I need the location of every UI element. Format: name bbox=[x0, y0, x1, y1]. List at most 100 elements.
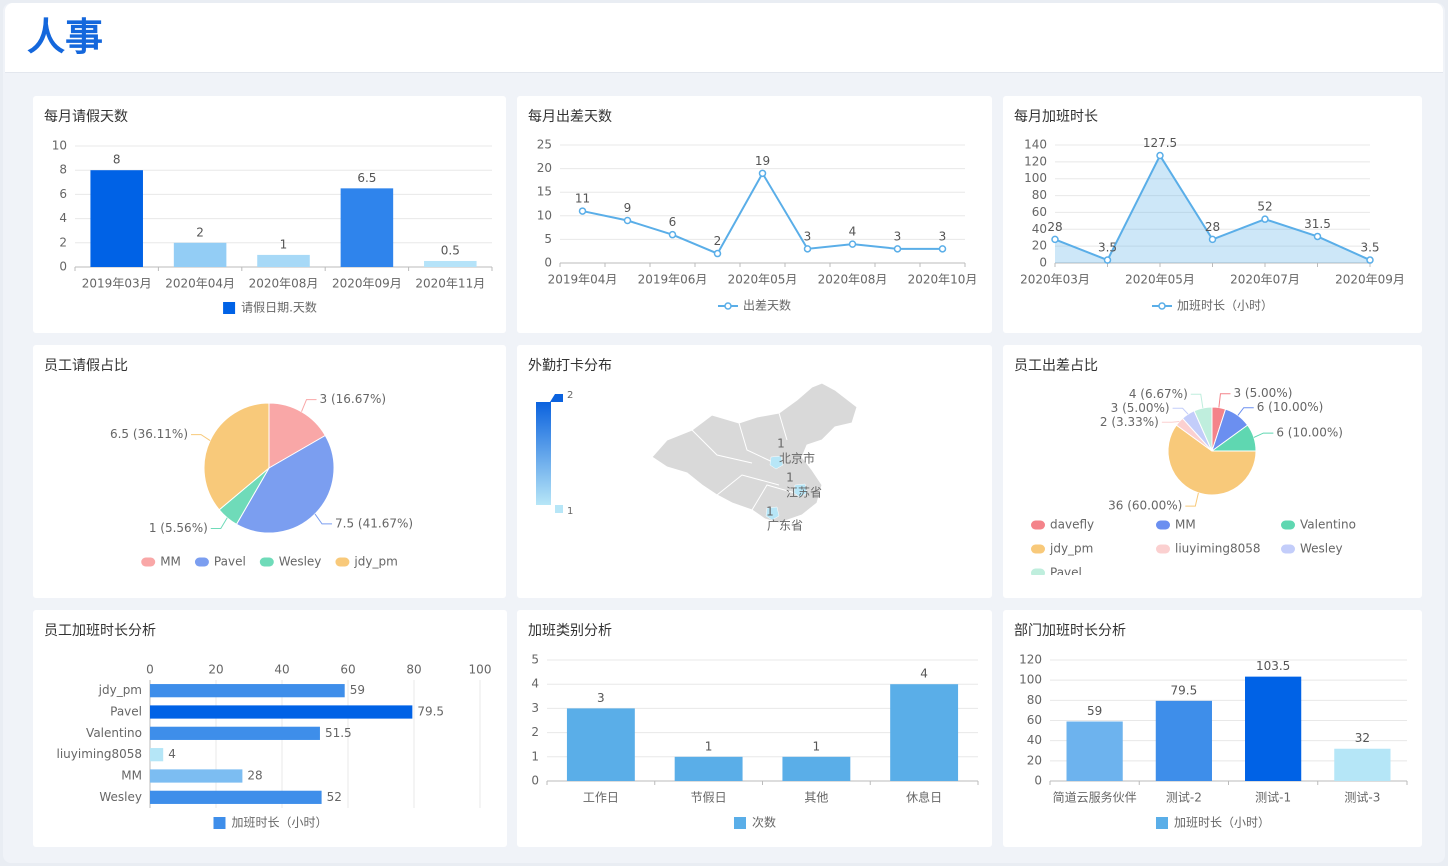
chart: 加班类别分析 0 1 2 3 4 5 工作日 节假日 其他 休息日 3 1 1 4 次数 bbox=[528, 623, 979, 830]
header: 人事 bbox=[5, 3, 1443, 73]
legend-swatch bbox=[1158, 302, 1166, 310]
leader-line bbox=[314, 513, 333, 525]
y-tick-label: 5 bbox=[531, 653, 539, 667]
map-region bbox=[769, 455, 784, 470]
leader-line bbox=[1253, 432, 1274, 438]
bar bbox=[340, 188, 394, 267]
data-label: 79.5 bbox=[1171, 683, 1198, 697]
data-label: 19 bbox=[755, 154, 770, 168]
y-tick-label: MM bbox=[121, 769, 142, 783]
data-label: 4 bbox=[849, 225, 857, 239]
data-label: 3 bbox=[597, 691, 605, 705]
data-label: 4 bbox=[168, 747, 176, 761]
bar bbox=[566, 708, 635, 781]
y-tick-label: 25 bbox=[537, 138, 552, 152]
point bbox=[1051, 235, 1059, 244]
data-label: 2 bbox=[196, 225, 204, 239]
x-tick-label: 60 bbox=[340, 663, 355, 677]
panel: 员工请假占比 3 (16.67%) 7.5 (41.67%) 1 (5.56%) 6.5… bbox=[33, 345, 506, 598]
data-label: 52 bbox=[327, 790, 342, 804]
y-tick-label: 20 bbox=[1032, 239, 1047, 253]
legend-label: Wesley bbox=[279, 555, 322, 569]
visual-map-handle bbox=[550, 394, 563, 402]
y-tick-label: 0 bbox=[1039, 256, 1047, 270]
data-label: 11 bbox=[575, 192, 590, 206]
legend-label: 请假日期.天数 bbox=[241, 300, 317, 315]
y-tick-label: 80 bbox=[1027, 693, 1042, 707]
point bbox=[578, 207, 587, 215]
data-label: 2 bbox=[714, 234, 722, 248]
data-label: 4 bbox=[920, 667, 928, 681]
y-tick-label: 0 bbox=[544, 256, 552, 270]
y-tick-label: 100 bbox=[1024, 171, 1047, 185]
data-label: 52 bbox=[1257, 200, 1272, 214]
data-label: 36 (60.00%) bbox=[1108, 499, 1182, 513]
region-name-label: 江苏省 bbox=[786, 486, 822, 500]
legend-label: Wesley bbox=[1300, 542, 1343, 556]
bar bbox=[150, 748, 164, 762]
y-tick-label: 2 bbox=[59, 235, 67, 249]
x-tick-label: 测试-2 bbox=[1166, 790, 1202, 805]
legend-swatch bbox=[1155, 817, 1168, 829]
bar bbox=[150, 769, 243, 783]
point bbox=[893, 245, 902, 253]
legend-swatch bbox=[213, 817, 226, 829]
x-tick-label: 2020年08月 bbox=[249, 277, 319, 291]
legend-swatch bbox=[1031, 544, 1045, 554]
data-label: 127.5 bbox=[1143, 136, 1177, 150]
y-tick-label: 1 bbox=[531, 749, 539, 763]
x-tick-label: 工作日 bbox=[583, 791, 619, 805]
legend-swatch bbox=[1031, 520, 1045, 530]
data-label: 1 bbox=[280, 237, 288, 251]
data-label: 9 bbox=[624, 201, 632, 215]
visual-map-min: 1 bbox=[567, 506, 573, 517]
map-region bbox=[765, 506, 780, 521]
data-label: 1 bbox=[705, 739, 713, 753]
y-tick-label: 15 bbox=[537, 185, 552, 199]
bar bbox=[173, 242, 227, 267]
x-tick-label: 2019年04月 bbox=[548, 273, 618, 287]
bar bbox=[424, 260, 477, 267]
x-tick-label: 2019年03月 bbox=[82, 277, 152, 291]
legend-label: 次数 bbox=[752, 815, 776, 830]
y-tick-label: 10 bbox=[52, 139, 67, 153]
point bbox=[848, 240, 857, 248]
data-label: 28 bbox=[1047, 220, 1062, 234]
x-tick-label: 40 bbox=[274, 663, 289, 677]
leader-line bbox=[1185, 492, 1199, 507]
legend-swatch bbox=[194, 557, 209, 567]
bar bbox=[1245, 676, 1302, 781]
chart-title: 外勤打卡分布 bbox=[528, 357, 612, 374]
pie-slice bbox=[203, 402, 270, 511]
data-label: 103.5 bbox=[1256, 659, 1290, 673]
chart-title: 加班类别分析 bbox=[528, 623, 612, 639]
x-tick-label: 2020年05月 bbox=[1125, 273, 1195, 287]
leader-line bbox=[1161, 421, 1180, 423]
y-tick-label: 0 bbox=[531, 774, 539, 788]
panel: 外勤打卡分布 2 1 1 北京市 1 江苏省 1 广东省 bbox=[517, 345, 992, 598]
data-label: 6.5 bbox=[357, 171, 376, 185]
data-label: 28 bbox=[1205, 220, 1220, 234]
leader-line bbox=[210, 517, 228, 530]
visual-map-bar bbox=[536, 402, 551, 505]
y-tick-label: 10 bbox=[537, 208, 552, 222]
point bbox=[1103, 256, 1112, 264]
map-region bbox=[793, 483, 808, 498]
y-tick-label: 2 bbox=[531, 725, 539, 739]
point bbox=[1261, 215, 1269, 223]
bar bbox=[150, 684, 345, 698]
y-tick-label: Valentino bbox=[86, 726, 142, 740]
bar bbox=[782, 756, 851, 781]
data-label: 3.5 bbox=[1360, 241, 1379, 255]
chart: 部门加班时长分析 0 20 40 60 80 100 120 简道云服务伙伴 测试-2 测试-1 测试… bbox=[1014, 623, 1408, 830]
legend-label: Pavel bbox=[1050, 566, 1082, 580]
data-label: 3 bbox=[804, 229, 812, 243]
legend-label: Valentino bbox=[1300, 518, 1356, 532]
visual-map-max: 2 bbox=[567, 390, 573, 401]
point bbox=[758, 169, 767, 178]
legend: davefly MM Valentino jdy_pm liuyiming8058 Wes… bbox=[1031, 518, 1356, 580]
y-tick-label: 60 bbox=[1032, 205, 1047, 219]
x-tick-label: 简道云服务伙伴 bbox=[1053, 790, 1137, 805]
y-tick-label: 3 bbox=[531, 701, 539, 715]
